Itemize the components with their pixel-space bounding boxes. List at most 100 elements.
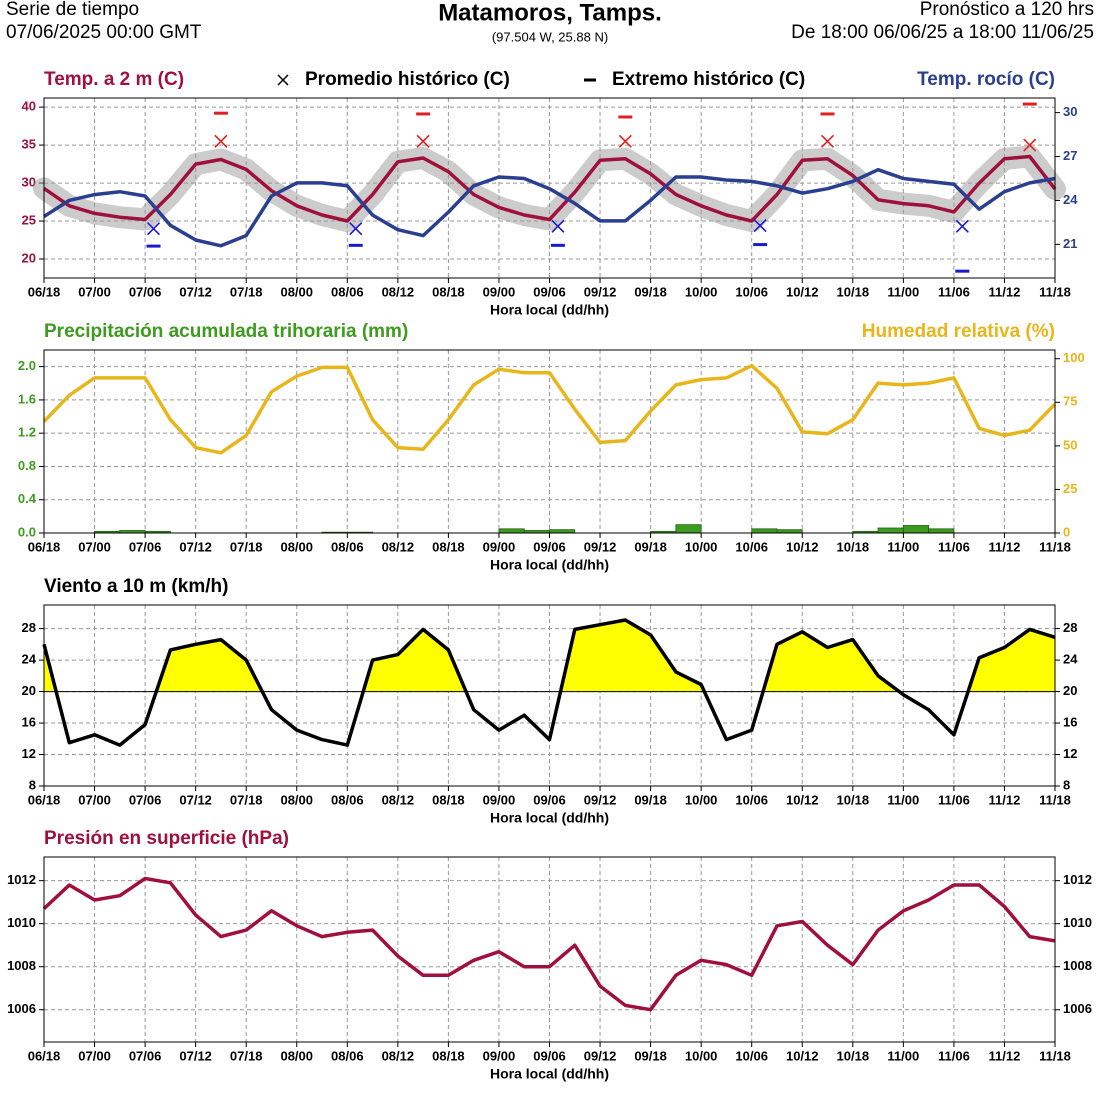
y-tick-label: 28 xyxy=(1063,620,1077,635)
x-tick-label: 07/12 xyxy=(179,792,212,807)
x-tick-label: 08/18 xyxy=(432,284,465,299)
historical-mean-marker xyxy=(349,222,363,236)
plot-frame xyxy=(43,604,1056,787)
x-tick-label: 08/00 xyxy=(280,284,313,299)
y-tick-label: 24 xyxy=(22,652,37,667)
x-tick-label: 08/18 xyxy=(432,539,465,554)
x-tick-label: 11/18 xyxy=(1039,1048,1071,1063)
x-tick-label: 08/12 xyxy=(382,539,415,554)
x-tick-label: 08/00 xyxy=(280,792,313,807)
x-tick-label: 10/00 xyxy=(685,539,718,554)
y-tick-label: 50 xyxy=(1063,437,1077,452)
header-right-2: De 18:00 06/06/25 a 18:00 11/06/25 xyxy=(791,22,1094,43)
x-tick-label: 11/00 xyxy=(887,792,919,807)
y-tick-label: 1006 xyxy=(1063,1001,1092,1016)
x-tick-label: 07/00 xyxy=(78,1048,111,1063)
x-tick-label: 06/18 xyxy=(28,539,61,554)
x-tick-label: 10/06 xyxy=(735,792,768,807)
series-line xyxy=(43,154,1057,223)
header-right-1: Pronóstico a 120 hrs xyxy=(920,0,1094,20)
precip-bar xyxy=(675,524,702,534)
x-tick-label: 11/00 xyxy=(887,284,919,299)
y-tick-label: 20 xyxy=(22,683,36,698)
y-tick-label: 8 xyxy=(1063,777,1070,792)
x-tick-label: 09/18 xyxy=(634,792,667,807)
x-tick-label: 09/00 xyxy=(483,539,516,554)
y-tick-label: 21 xyxy=(1063,236,1077,251)
x-tick-label: 11/00 xyxy=(887,1048,919,1063)
panel-title: Presión en superficie (hPa) xyxy=(44,828,289,849)
x-tick-label: 10/00 xyxy=(685,1048,718,1063)
x-axis-label: Hora local (dd/hh) xyxy=(490,810,609,826)
x-tick-label: 07/00 xyxy=(78,792,111,807)
x-tick-label: 10/00 xyxy=(685,284,718,299)
legend-label: Extremo histórico (C) xyxy=(612,69,805,90)
y-tick-label: 1.2 xyxy=(18,425,36,440)
y-tick-label: 20 xyxy=(1063,683,1077,698)
x-tick-label: 10/12 xyxy=(786,284,819,299)
panel-title-right: Temp. rocío (C) xyxy=(917,69,1055,90)
x-tick-label: 09/06 xyxy=(533,539,566,554)
y-tick-label: 0.0 xyxy=(18,524,36,539)
y-tick-label: 16 xyxy=(1063,714,1077,729)
x-tick-label: 08/12 xyxy=(382,284,415,299)
x-tick-label: 07/18 xyxy=(230,539,263,554)
y-tick-label: 1.6 xyxy=(18,391,36,406)
plot-frame xyxy=(43,856,1056,1043)
y-tick-label: 2.0 xyxy=(18,358,36,373)
y-tick-label: 1008 xyxy=(1063,958,1092,973)
historical-mean-marker xyxy=(820,134,835,148)
panel-title-right: Humedad relativa (%) xyxy=(862,321,1055,342)
header-left-2: 07/06/2025 00:00 GMT xyxy=(6,22,202,43)
x-tick-label: 10/06 xyxy=(735,284,768,299)
x-tick-label: 08/06 xyxy=(331,792,364,807)
plot-frame xyxy=(43,349,1056,534)
x-tick-label: 11/12 xyxy=(989,539,1021,554)
x-tick-label: 11/18 xyxy=(1039,539,1071,554)
x-tick-label: 10/06 xyxy=(735,1048,768,1063)
x-tick-label: 07/06 xyxy=(129,1048,162,1063)
x-tick-label: 11/12 xyxy=(989,284,1021,299)
x-tick-label: 08/06 xyxy=(331,1048,364,1063)
precip-bar xyxy=(902,525,930,534)
panel-title: Precipitación acumulada trihoraria (mm) xyxy=(44,321,408,342)
x-tick-label: 10/00 xyxy=(685,792,718,807)
precip-bar xyxy=(928,528,955,534)
y-tick-label: 0.8 xyxy=(18,458,36,473)
y-tick-label: 28 xyxy=(22,620,36,635)
x-tick-label: 09/00 xyxy=(483,284,516,299)
legend-label: Promedio histórico (C) xyxy=(305,69,510,90)
historical-mean-marker xyxy=(955,219,969,233)
y-tick-label: 1010 xyxy=(7,915,36,930)
legend-symbol xyxy=(277,74,289,86)
x-tick-label: 10/18 xyxy=(837,539,870,554)
x-tick-label: 10/18 xyxy=(837,284,870,299)
x-tick-label: 09/18 xyxy=(634,1048,667,1063)
x-tick-label: 09/00 xyxy=(483,1048,516,1063)
y-tick-label: 27 xyxy=(1063,148,1077,163)
plot-frame xyxy=(43,97,1056,279)
x-tick-label: 08/18 xyxy=(432,1048,465,1063)
x-tick-label: 11/18 xyxy=(1039,792,1071,807)
x-tick-label: 06/18 xyxy=(28,1048,61,1063)
x-tick-label: 08/06 xyxy=(331,539,364,554)
x-tick-label: 11/00 xyxy=(887,539,919,554)
x-tick-label: 09/18 xyxy=(634,539,667,554)
y-tick-label: 1012 xyxy=(7,872,36,887)
wind-fill xyxy=(44,620,1055,692)
x-axis-label: Hora local (dd/hh) xyxy=(490,1066,609,1082)
y-tick-label: 8 xyxy=(29,777,36,792)
y-tick-label: 12 xyxy=(22,746,36,761)
x-tick-label: 08/06 xyxy=(331,284,364,299)
x-tick-label: 11/06 xyxy=(938,284,970,299)
x-tick-label: 07/06 xyxy=(129,539,162,554)
header-title: Matamoros, Tamps. xyxy=(438,0,662,26)
y-tick-label: 25 xyxy=(1063,481,1077,496)
y-tick-label: 0.4 xyxy=(18,491,37,506)
x-tick-label: 11/06 xyxy=(938,792,970,807)
x-tick-label: 08/18 xyxy=(432,792,465,807)
x-tick-label: 09/12 xyxy=(584,539,617,554)
precip-bar xyxy=(877,527,904,534)
x-tick-label: 11/12 xyxy=(989,1048,1021,1063)
